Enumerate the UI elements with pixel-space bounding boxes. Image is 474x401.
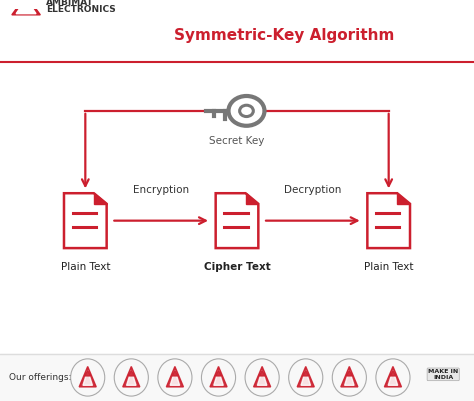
Polygon shape — [216, 193, 258, 248]
Polygon shape — [216, 371, 221, 376]
Polygon shape — [367, 193, 410, 248]
Text: ELECTRONICS: ELECTRONICS — [46, 6, 116, 14]
Text: Cipher Text: Cipher Text — [204, 262, 270, 272]
Polygon shape — [79, 367, 96, 387]
Polygon shape — [345, 371, 354, 385]
Polygon shape — [346, 371, 352, 376]
Polygon shape — [257, 371, 267, 385]
Polygon shape — [123, 367, 140, 387]
Polygon shape — [303, 371, 309, 376]
Text: Plain Text: Plain Text — [364, 262, 413, 272]
Polygon shape — [341, 367, 358, 387]
Polygon shape — [246, 193, 258, 204]
Polygon shape — [254, 367, 271, 387]
Polygon shape — [214, 371, 223, 385]
Polygon shape — [297, 367, 314, 387]
Polygon shape — [12, 0, 40, 15]
Polygon shape — [301, 371, 310, 385]
Polygon shape — [166, 367, 183, 387]
Polygon shape — [388, 371, 398, 385]
Text: Symmetric-Key Algorithm: Symmetric-Key Algorithm — [174, 28, 394, 43]
Polygon shape — [16, 0, 36, 14]
Bar — [0, 9, 474, 62]
Text: MAKE IN
INDIA: MAKE IN INDIA — [428, 369, 458, 380]
Polygon shape — [390, 371, 396, 376]
Polygon shape — [397, 193, 410, 204]
Polygon shape — [127, 371, 136, 385]
Text: Encryption: Encryption — [133, 185, 189, 195]
Polygon shape — [128, 371, 134, 376]
Polygon shape — [64, 193, 107, 248]
Text: Secret Key: Secret Key — [210, 136, 264, 146]
Text: Our offerings:: Our offerings: — [9, 373, 72, 382]
Polygon shape — [259, 371, 265, 376]
Polygon shape — [170, 371, 180, 385]
Polygon shape — [94, 193, 107, 204]
Text: AMBIMAT: AMBIMAT — [46, 0, 94, 6]
Text: Decryption: Decryption — [284, 185, 342, 195]
Text: Plain Text: Plain Text — [61, 262, 110, 272]
Polygon shape — [21, 0, 31, 7]
Bar — [0, 354, 474, 401]
Polygon shape — [83, 371, 92, 385]
Polygon shape — [384, 367, 401, 387]
Polygon shape — [210, 367, 227, 387]
Polygon shape — [85, 371, 91, 376]
Polygon shape — [172, 371, 178, 376]
